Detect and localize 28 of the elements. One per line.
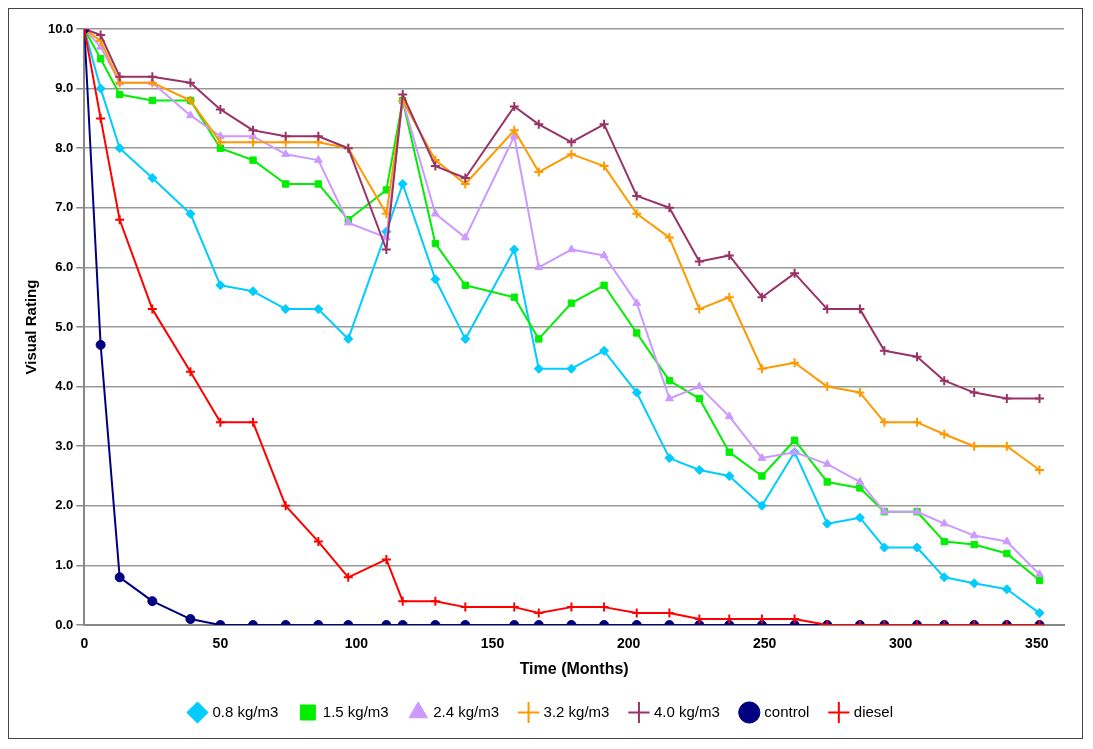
legend-label: control — [764, 702, 810, 720]
y-axis-title: Visual Rating — [22, 279, 40, 375]
legend-label: 3.2 kg/m3 — [543, 702, 610, 720]
y-tick-label: 0.0 — [55, 616, 74, 632]
legend-label: 2.4 kg/m3 — [433, 702, 500, 720]
legend-label: diesel — [853, 702, 894, 720]
x-tick-label: 0 — [80, 635, 89, 652]
legend-label: 0.8 kg/m3 — [212, 702, 279, 720]
y-tick-label: 7.0 — [55, 199, 74, 215]
x-tick-label: 350 — [1025, 635, 1049, 652]
x-tick-label: 250 — [752, 635, 777, 652]
x-tick-label: 50 — [212, 635, 229, 652]
y-tick-label: 1.0 — [55, 556, 74, 572]
x-axis-title: Time (Months) — [519, 659, 629, 677]
y-tick-label: 8.0 — [55, 139, 74, 155]
x-tick-label: 150 — [480, 635, 505, 652]
y-tick-label: 2.0 — [55, 497, 74, 513]
y-tick-label: 6.0 — [55, 258, 74, 274]
legend-label: 4.0 kg/m3 — [653, 702, 720, 720]
x-tick-label: 100 — [344, 635, 369, 652]
y-tick-label: 4.0 — [55, 378, 74, 394]
y-tick-label: 5.0 — [55, 318, 74, 334]
y-tick-label: 9.0 — [55, 80, 74, 96]
x-tick-label: 200 — [616, 635, 641, 652]
y-tick-label: 10.0 — [47, 20, 74, 36]
y-tick-label: 3.0 — [55, 437, 74, 453]
legend-label: 1.5 kg/m3 — [322, 702, 389, 720]
x-tick-label: 300 — [889, 635, 913, 652]
